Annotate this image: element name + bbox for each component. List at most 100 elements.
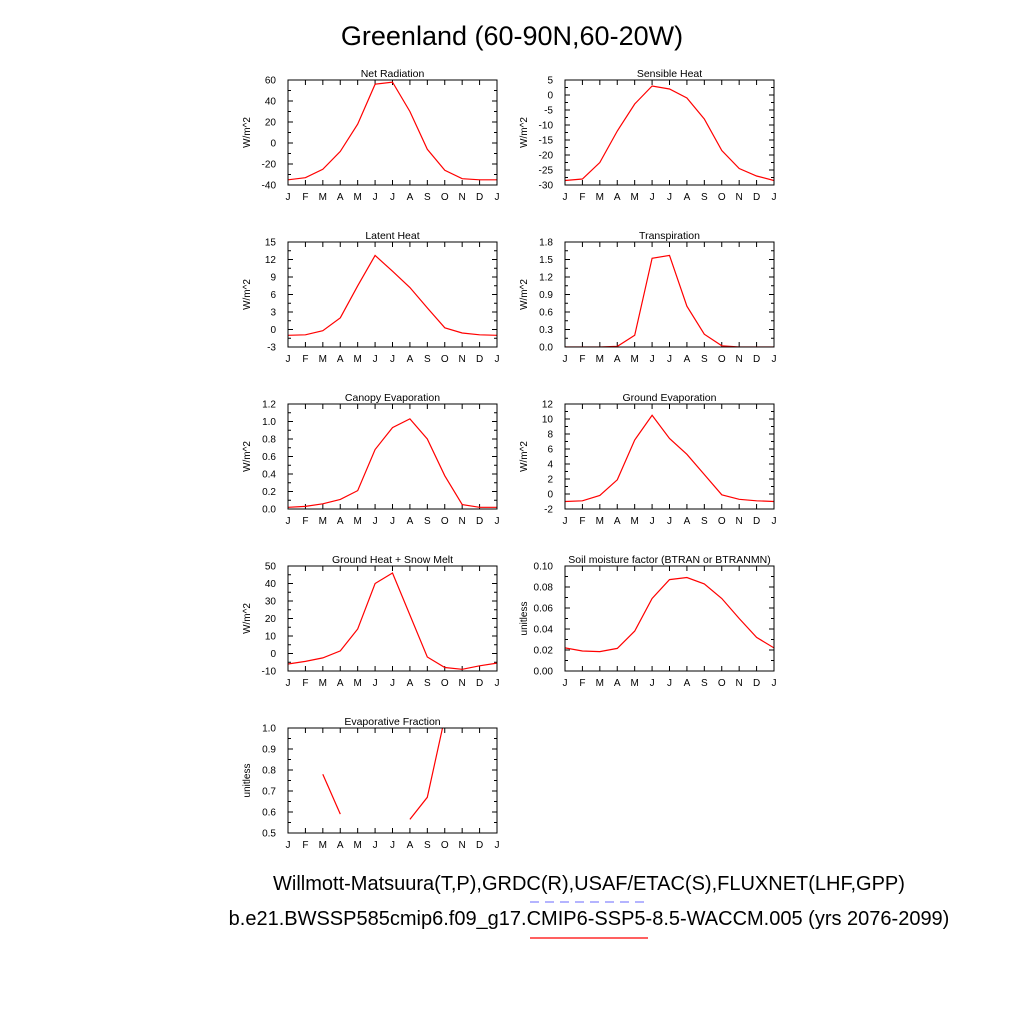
x-tick-label: J (563, 678, 568, 689)
x-tick-label: A (614, 516, 621, 527)
x-tick-label: J (563, 516, 568, 527)
y-tick-label: 0.02 (534, 646, 554, 657)
x-tick-label: A (337, 678, 344, 689)
x-tick-label: J (650, 192, 655, 203)
y-tick-label: 0.6 (262, 452, 276, 463)
y-tick-label: 0.0 (539, 343, 553, 354)
x-tick-label: F (302, 840, 308, 851)
panel-title: Ground Heat + Snow Melt (332, 554, 453, 566)
x-tick-label: A (337, 192, 344, 203)
x-tick-label: M (630, 192, 638, 203)
y-tick-label: 30 (265, 597, 277, 608)
y-tick-label: -30 (539, 181, 554, 192)
x-tick-label: F (579, 678, 585, 689)
y-axis-label: unitless (519, 602, 530, 636)
x-tick-label: D (476, 840, 483, 851)
x-tick-label: J (667, 516, 672, 527)
y-axis-label: unitless (242, 764, 253, 798)
series-line (288, 255, 497, 335)
panel-title: Soil moisture factor (BTRAN or BTRANMN) (568, 554, 770, 566)
plot-frame (288, 80, 497, 185)
plot-frame (565, 242, 774, 347)
y-tick-label: 1.8 (539, 238, 553, 249)
x-tick-label: J (667, 678, 672, 689)
y-tick-label: 0 (270, 649, 276, 660)
x-tick-label: N (459, 516, 466, 527)
x-tick-label: J (373, 516, 378, 527)
x-tick-label: A (407, 840, 414, 851)
x-tick-label: O (718, 516, 726, 527)
y-tick-label: 40 (265, 97, 277, 108)
x-tick-label: A (407, 678, 414, 689)
y-tick-label: 0.10 (534, 562, 554, 573)
plot-frame (565, 404, 774, 509)
y-axis-label: W/m^2 (242, 603, 253, 634)
panel-canopy-evaporation: Canopy EvaporationJ F M A M J J A S O N D J1.21.00.8… (242, 392, 500, 527)
y-tick-label: 3 (270, 308, 276, 319)
x-tick-label: M (596, 516, 604, 527)
x-tick-label: J (650, 516, 655, 527)
series-line (565, 86, 774, 181)
series-line (565, 415, 774, 501)
x-tick-label: S (701, 678, 708, 689)
y-tick-label: 1.2 (262, 400, 276, 411)
y-tick-label: -15 (539, 136, 554, 147)
panel-title: Transpiration (639, 230, 700, 242)
x-tick-label: M (630, 678, 638, 689)
x-tick-label: M (319, 354, 327, 365)
x-tick-label: J (495, 678, 500, 689)
y-tick-label: 1.2 (539, 273, 553, 284)
y-tick-label: 0.4 (262, 470, 276, 481)
y-tick-label: 0.2 (262, 487, 276, 498)
x-tick-label: D (476, 192, 483, 203)
y-tick-label: 0 (270, 325, 276, 336)
y-axis-label: W/m^2 (519, 441, 530, 472)
panel-evaporative-fraction: Evaporative FractionJ F M A M J J A S O N D J1.00.90… (242, 716, 500, 851)
y-tick-label: 0.6 (539, 308, 553, 319)
plot-frame (288, 728, 497, 833)
x-tick-label: J (390, 354, 395, 365)
x-tick-label: M (319, 192, 327, 203)
x-tick-label: A (337, 516, 344, 527)
x-tick-label: J (495, 840, 500, 851)
x-tick-label: A (337, 354, 344, 365)
x-tick-label: J (390, 192, 395, 203)
x-tick-label: F (302, 678, 308, 689)
x-tick-label: J (563, 354, 568, 365)
x-tick-label: A (684, 354, 691, 365)
observations-legend-label: Willmott-Matsuura(T,P),GRDC(R),USAF/ETAC… (273, 873, 905, 895)
x-tick-label: S (424, 840, 431, 851)
panel-ground-evaporation: Ground EvaporationJ F M A M J J A S O N D J121086420… (519, 392, 777, 527)
x-tick-label: J (373, 192, 378, 203)
figure-title: Greenland (60-90N,60-20W) (341, 21, 683, 51)
x-tick-label: O (441, 678, 449, 689)
x-tick-label: M (630, 354, 638, 365)
y-axis-label: W/m^2 (242, 117, 253, 148)
y-tick-label: 50 (265, 562, 277, 573)
x-tick-label: M (353, 516, 361, 527)
x-tick-label: A (614, 192, 621, 203)
x-tick-label: M (319, 678, 327, 689)
series-line (288, 82, 497, 180)
x-tick-label: M (596, 678, 604, 689)
x-tick-label: S (701, 516, 708, 527)
x-tick-label: J (772, 678, 777, 689)
x-tick-label: M (319, 840, 327, 851)
x-tick-label: A (407, 354, 414, 365)
series-line (288, 573, 497, 669)
y-tick-label: -10 (262, 667, 277, 678)
panel-title: Latent Heat (365, 230, 419, 242)
x-tick-label: M (353, 192, 361, 203)
x-tick-label: O (718, 354, 726, 365)
x-tick-label: D (476, 516, 483, 527)
y-tick-label: 0.0 (262, 505, 276, 516)
x-tick-label: O (441, 354, 449, 365)
y-tick-label: 0.00 (534, 667, 554, 678)
y-tick-label: -40 (262, 181, 277, 192)
x-tick-label: M (596, 192, 604, 203)
x-tick-label: A (684, 516, 691, 527)
y-tick-label: 0.9 (262, 745, 276, 756)
